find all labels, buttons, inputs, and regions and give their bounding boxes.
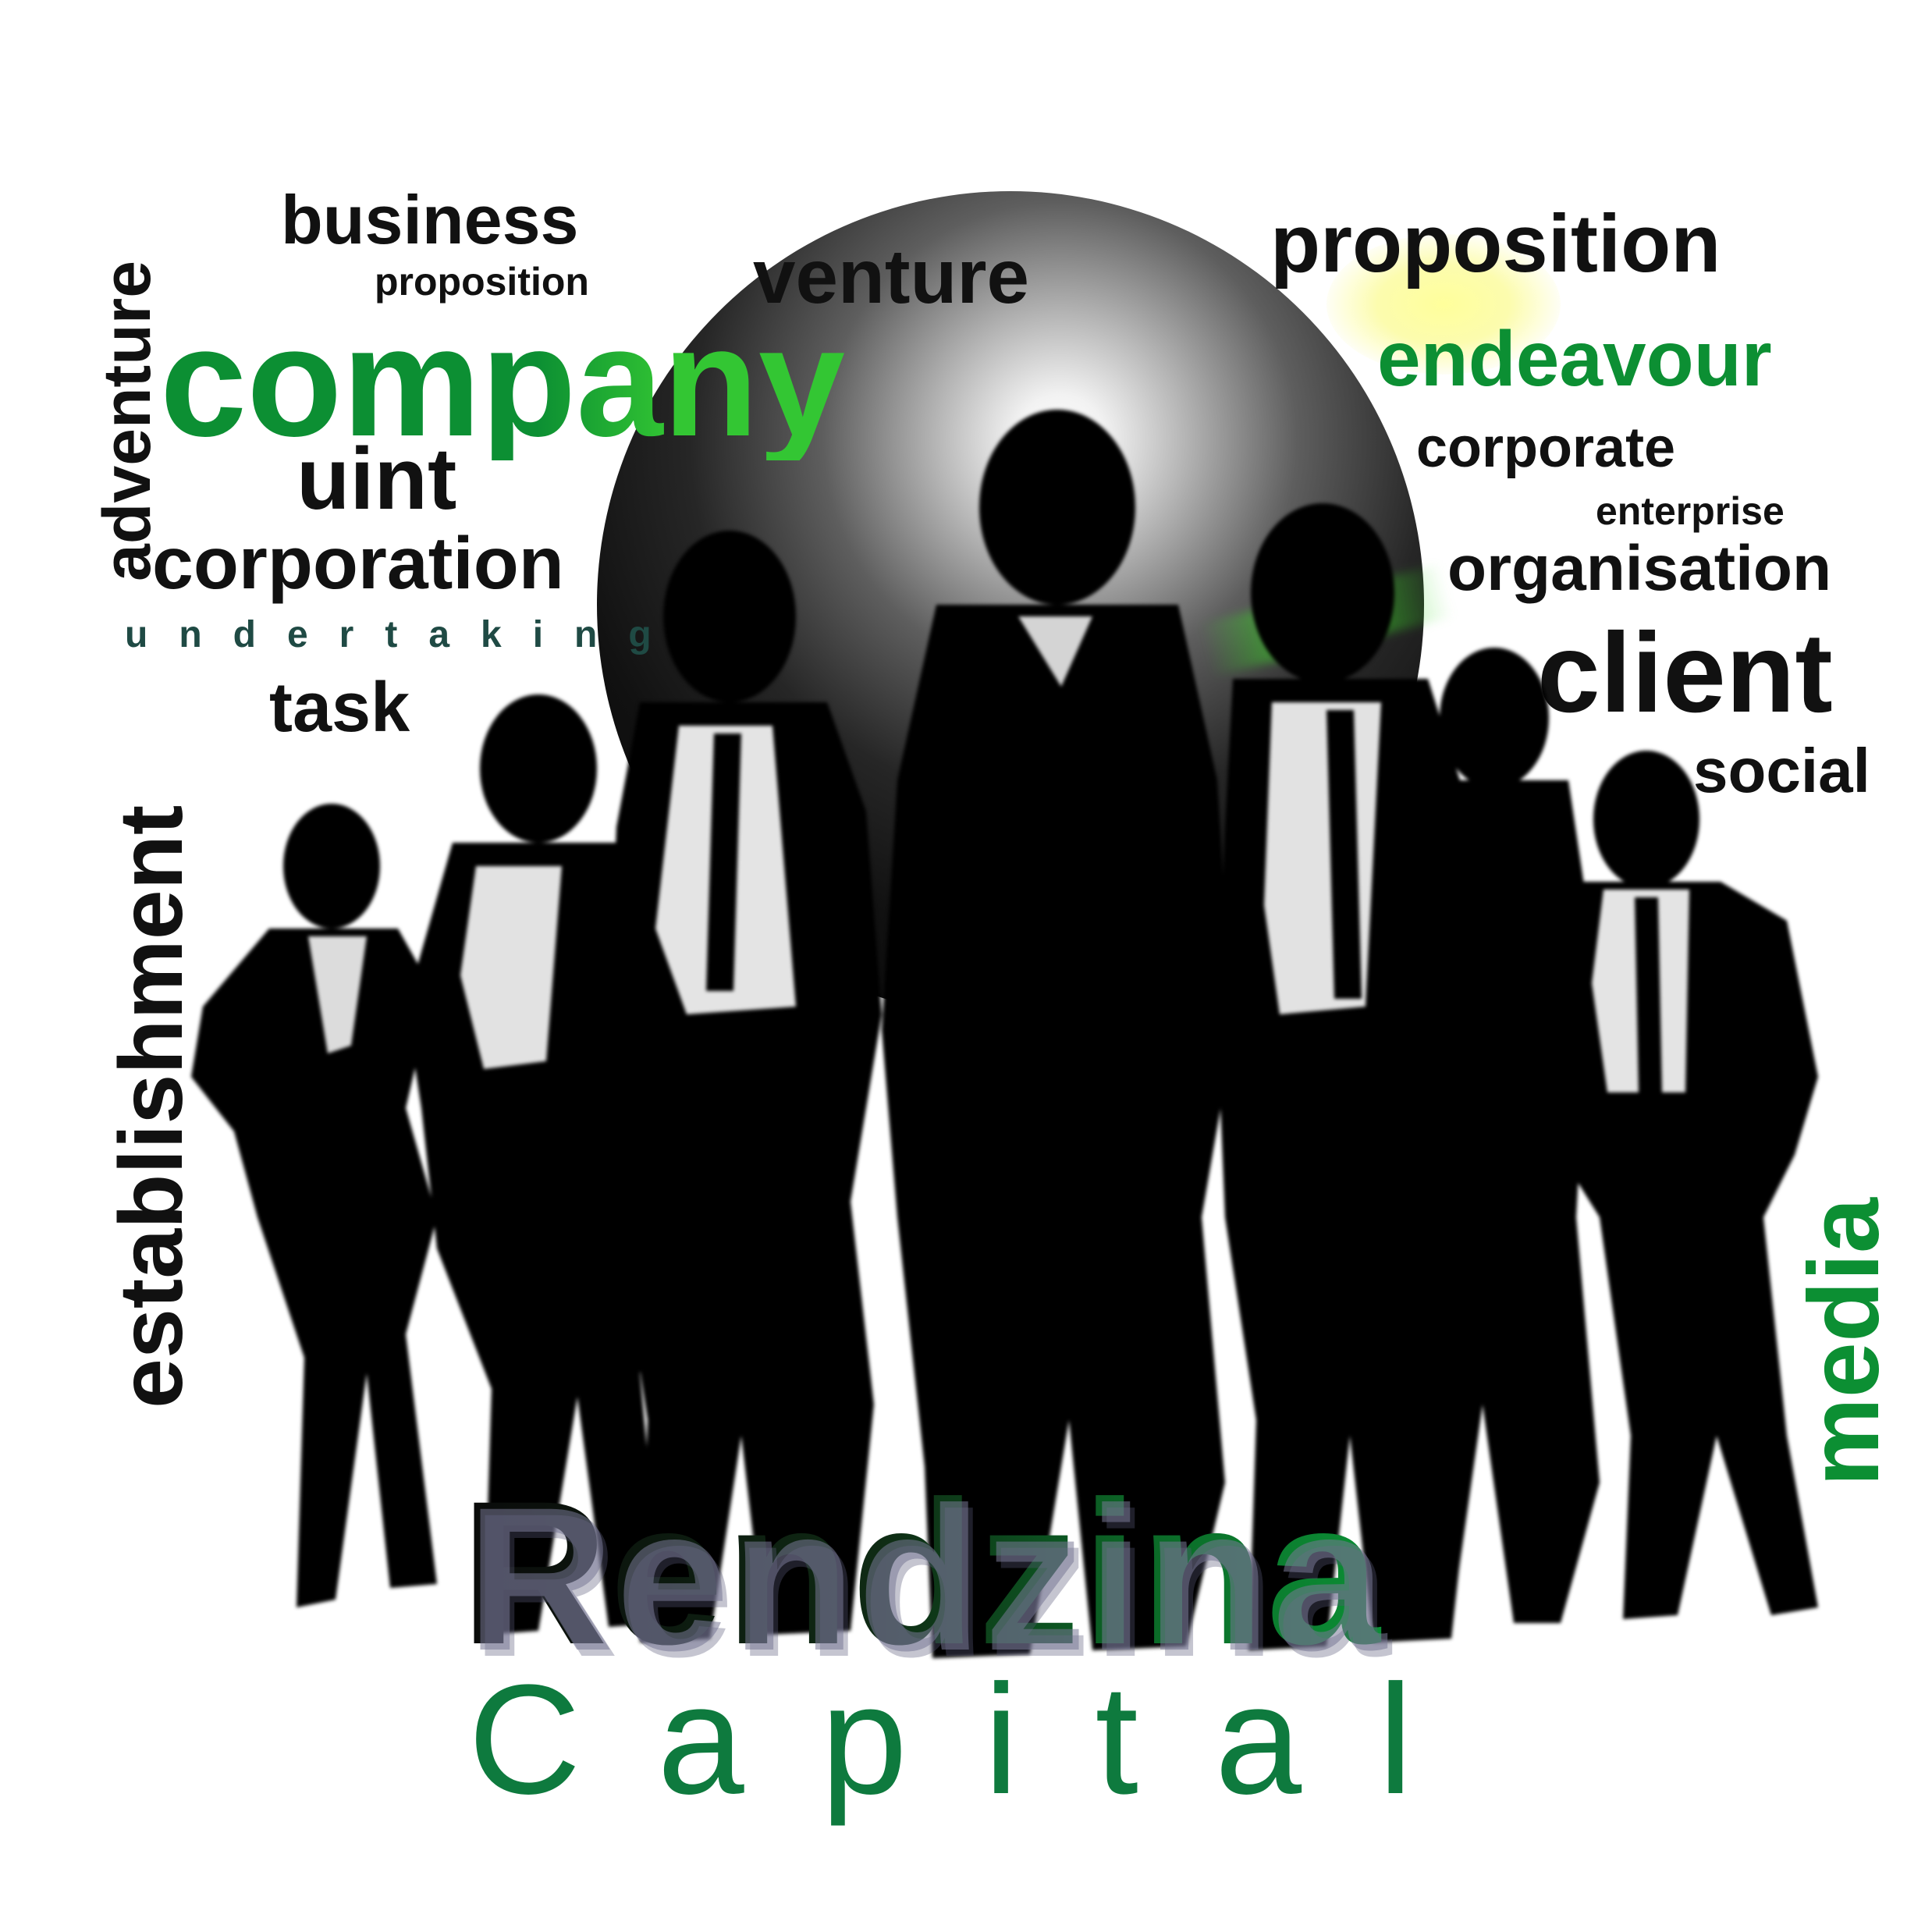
silhouette-man-far-right (1545, 751, 1818, 1619)
brand-name: Rendzina (460, 1458, 1382, 1687)
word-undertaking: undertaking (125, 614, 683, 655)
word-venture: venture (753, 233, 1030, 319)
word-enterprise: enterprise (1596, 489, 1785, 533)
word-business: business (281, 181, 579, 258)
silhouette-man-center (882, 410, 1233, 1658)
word-uint: uint (297, 430, 457, 527)
word-social: social (1693, 736, 1870, 805)
word-endeavour: endeavour (1377, 315, 1772, 403)
word-organisation: organisation (1447, 533, 1832, 604)
word-client: client (1537, 609, 1833, 736)
light-glow (1326, 234, 1561, 375)
brand-subtitle: Capital (468, 1653, 1490, 1827)
word-task: task (269, 669, 410, 747)
word-corporate: corporate (1416, 417, 1676, 479)
brand-wordmark: Rendzina (460, 1471, 1382, 1675)
word-company: company (160, 295, 846, 469)
silhouette-woman-left (191, 804, 437, 1607)
word-proposition-large: proposition (1270, 198, 1721, 289)
silhouette-man-third (609, 531, 882, 1643)
word-proposition-small: proposition (375, 260, 589, 304)
silhouette-woman-second (406, 694, 671, 1635)
word-corporation: corporation (152, 522, 564, 605)
